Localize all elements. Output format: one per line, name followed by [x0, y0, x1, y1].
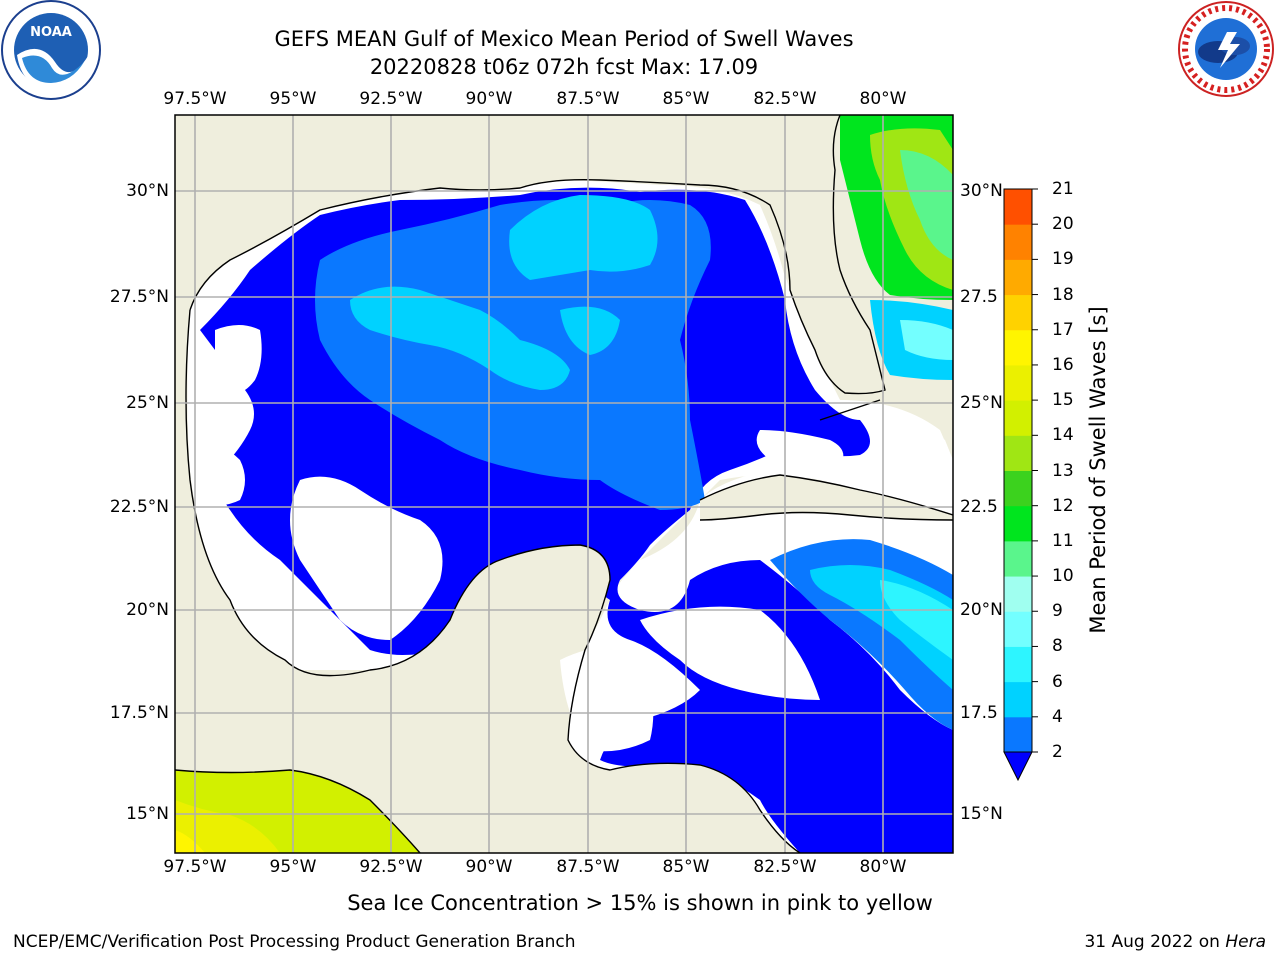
colorbar-extend-arrow [1003, 751, 1033, 782]
noaa-logo-text: NOAA [30, 25, 72, 40]
map-title: GEFS MEAN Gulf of Mexico Mean Period of … [274, 27, 854, 51]
colorbar-label: Mean Period of Swell Waves [s] [1086, 306, 1110, 634]
colorbar-segment [1004, 576, 1032, 612]
colorbar-segment [1004, 400, 1032, 436]
colorbar-tick-label: 17 [1052, 319, 1074, 340]
footer-date-text: 31 Aug 2022 on [1084, 932, 1226, 952]
colorbar-segment [1004, 505, 1032, 542]
colorbar-segment [1004, 224, 1032, 260]
colorbar-tick-label: 10 [1052, 566, 1074, 587]
colorbar-segment [1004, 189, 1032, 225]
lat-label-right: 22.5 [960, 497, 998, 517]
lon-label-bottom: 92.5°W [359, 857, 423, 877]
colorbar-segment [1004, 716, 1032, 753]
lon-label-bottom: 87.5°W [556, 857, 620, 877]
colorbar-tick-label: 9 [1052, 601, 1063, 622]
footer-machine: Hera [1225, 932, 1266, 952]
lat-label-right: 20°N [960, 600, 1003, 620]
colorbar-tick-label: 18 [1052, 284, 1074, 305]
colorbar-tick-label: 12 [1052, 495, 1074, 516]
map-subtitle: 20220828 t06z 072h fcst Max: 17.09 [369, 55, 759, 79]
colorbar-tick-label: 21 [1052, 179, 1074, 199]
colorbar-tick-label: 4 [1052, 706, 1063, 727]
lon-label-top: 82.5°W [753, 89, 817, 109]
lat-label-right: 27.5 [960, 287, 998, 307]
lon-label-bottom: 97.5°W [163, 857, 227, 877]
colorbar-tick-label: 16 [1052, 354, 1074, 375]
lon-label-bottom: 80°W [859, 857, 907, 877]
lon-label-bottom: 95°W [269, 857, 317, 877]
lat-label-left: 17.5°N [109, 703, 169, 723]
lat-label-left: 27.5°N [109, 287, 169, 307]
colorbar-segment [1004, 646, 1032, 683]
colorbar-segment [1004, 259, 1032, 296]
lat-label-left: 22.5°N [109, 497, 169, 517]
lon-label-top: 92.5°W [359, 89, 423, 109]
footer-credit: NCEP/EMC/Verification Post Processing Pr… [13, 932, 576, 952]
colorbar-tick-label: 2 [1052, 742, 1063, 762]
colorbar-segment [1004, 470, 1032, 507]
coastline [175, 115, 953, 853]
lat-label-right: 15°N [960, 804, 1003, 824]
colorbar-tick-label: 20 [1052, 214, 1074, 235]
lon-label-bottom: 90°W [465, 857, 513, 877]
colorbar-segment [1004, 364, 1032, 401]
colorbar-segment [1004, 435, 1032, 471]
lat-label-left: 20°N [126, 600, 169, 620]
colorbar-segment [1004, 681, 1032, 718]
lat-label-left: 25°N [126, 393, 169, 413]
lat-label-left: 15°N [126, 804, 169, 824]
colorbar-segment [1004, 611, 1032, 647]
colorbar-tick-label: 6 [1052, 671, 1063, 692]
lat-label-right: 30°N [960, 181, 1003, 201]
noaa-logo-icon [1, 0, 101, 100]
sea-ice-note: Sea Ice Concentration > 15% is shown in … [347, 891, 933, 915]
footer-date: 31 Aug 2022 on Hera [1084, 932, 1266, 952]
lon-label-top: 87.5°W [556, 89, 620, 109]
lat-label-left: 30°N [126, 181, 169, 201]
colorbar-tick-label: 13 [1052, 460, 1074, 481]
nws-logo-icon [1178, 1, 1274, 97]
lon-label-top: 95°W [269, 89, 317, 109]
colorbar-segment [1004, 294, 1032, 331]
lon-label-bottom: 85°W [662, 857, 710, 877]
swell-period-field [175, 115, 953, 853]
colorbar-tick-label: 8 [1052, 636, 1063, 657]
lat-label-right: 17.5 [960, 703, 998, 723]
lat-label-right: 25°N [960, 393, 1003, 413]
graticule [175, 115, 953, 853]
lon-label-top: 80°W [859, 89, 907, 109]
colorbar-tick-label: 15 [1052, 390, 1074, 411]
colorbar-segment [1004, 329, 1032, 366]
colorbar-tick-label: 14 [1052, 425, 1074, 446]
lon-label-top: 90°W [465, 89, 513, 109]
lon-label-top: 85°W [662, 89, 710, 109]
colorbar-tick-label: 19 [1052, 249, 1074, 270]
colorbar-segment [1004, 540, 1032, 577]
colorbar [1003, 188, 1038, 782]
lon-label-bottom: 82.5°W [753, 857, 817, 877]
lon-label-top: 97.5°W [163, 89, 227, 109]
colorbar-tick-label: 11 [1052, 530, 1074, 551]
map-frame [174, 114, 954, 854]
